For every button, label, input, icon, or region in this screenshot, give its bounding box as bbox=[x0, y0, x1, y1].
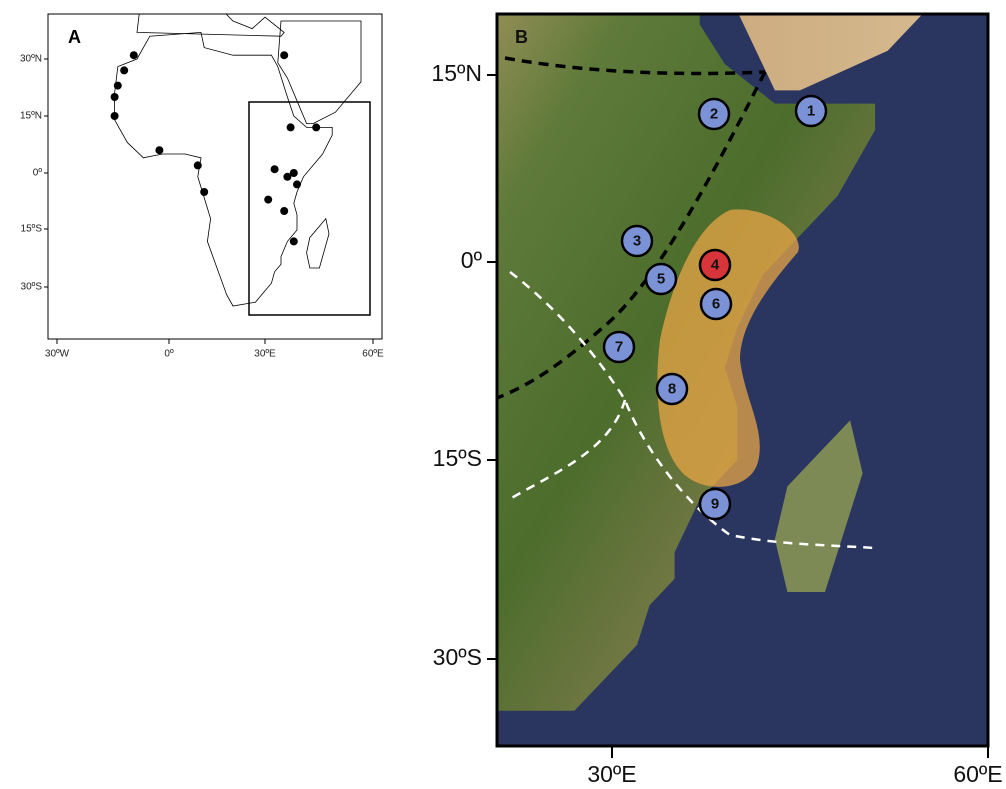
sample-dot bbox=[280, 51, 288, 59]
sample-dot bbox=[290, 169, 298, 177]
panel-label: B bbox=[515, 27, 528, 47]
lat-tick-label: 30ºS bbox=[21, 282, 43, 293]
sample-dot bbox=[111, 112, 119, 120]
lon-tick-label: 30ºW bbox=[45, 349, 70, 360]
lon-tick-label: 30ºE bbox=[587, 761, 636, 787]
site: 2 bbox=[699, 99, 729, 129]
panel-label: A bbox=[68, 27, 81, 47]
lat-tick-label: 15ºS bbox=[21, 224, 43, 235]
lat-tick-label: 15ºS bbox=[433, 445, 482, 471]
site: 7 bbox=[604, 332, 634, 362]
figure: A 1 2 3 4 5 6 7 8 9 B 30ºN 15ºN 0º 15ºS 30ºS 30ºW 0º 30… bbox=[0, 0, 1006, 789]
site-label: 9 bbox=[711, 496, 719, 513]
lon-tick-label: 0º bbox=[164, 349, 174, 360]
lat-tick-label: 15ºN bbox=[431, 60, 482, 86]
site-label: 7 bbox=[615, 339, 623, 356]
sample-dot bbox=[120, 66, 128, 74]
lat-tick-label: 0º bbox=[33, 168, 43, 179]
sample-dot bbox=[271, 165, 279, 173]
lat-tick-label: 30ºS bbox=[433, 644, 482, 670]
sample-dot bbox=[194, 161, 202, 169]
panel-a-frame bbox=[48, 14, 382, 339]
lat-tick-label: 15ºN bbox=[20, 111, 42, 122]
site: 5 bbox=[646, 264, 676, 294]
lon-tick-label: 60ºE bbox=[953, 761, 1002, 787]
site: 6 bbox=[701, 289, 731, 319]
lon-tick-label: 60ºE bbox=[362, 349, 384, 360]
site-label: 3 bbox=[633, 233, 641, 250]
site: 4 bbox=[700, 250, 730, 280]
site-label: 8 bbox=[668, 381, 676, 398]
site-label: 4 bbox=[711, 257, 720, 274]
site-label: 1 bbox=[807, 103, 815, 120]
sample-dot bbox=[111, 93, 119, 101]
site: 8 bbox=[657, 374, 687, 404]
site-label: 2 bbox=[710, 106, 718, 123]
lat-tick-label: 30ºN bbox=[20, 54, 42, 65]
site: 9 bbox=[700, 489, 730, 519]
sample-dot bbox=[293, 180, 301, 188]
sample-dot bbox=[264, 196, 272, 204]
sample-dot bbox=[280, 207, 288, 215]
sample-dot bbox=[155, 146, 163, 154]
sample-dot bbox=[312, 123, 320, 131]
sample-dot bbox=[114, 82, 122, 90]
lat-tick-label: 0º bbox=[461, 247, 483, 273]
site-label: 6 bbox=[712, 296, 720, 313]
site-label: 5 bbox=[657, 271, 665, 288]
sample-dot bbox=[287, 123, 295, 131]
sample-dot bbox=[200, 188, 208, 196]
site: 1 bbox=[796, 96, 826, 126]
site: 3 bbox=[622, 226, 652, 256]
lon-tick-label: 30ºE bbox=[254, 349, 276, 360]
sample-dot bbox=[130, 51, 138, 59]
sample-dot bbox=[290, 237, 298, 245]
